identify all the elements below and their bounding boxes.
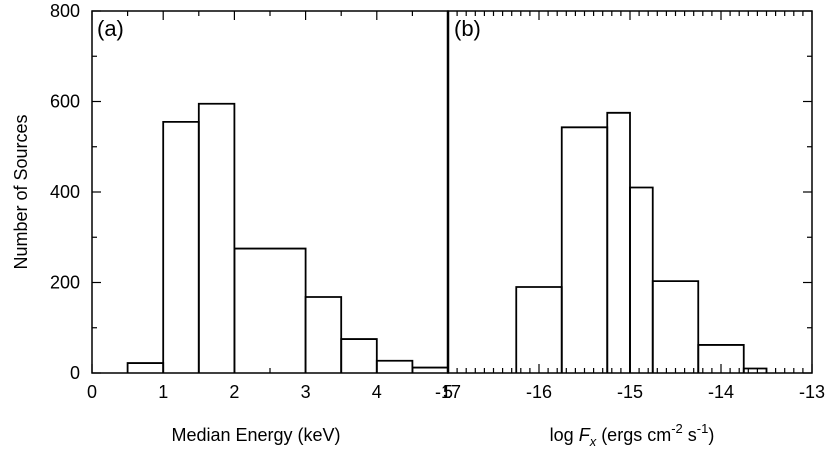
panel-a-bars xyxy=(126,102,449,373)
histogram-bar-b xyxy=(560,126,609,373)
x-tick-label-b: -17 xyxy=(435,382,461,402)
x-tick-label-a: 0 xyxy=(87,382,97,402)
histogram-bar-b xyxy=(606,111,631,373)
histogram-bar-b xyxy=(629,186,654,373)
x-tick-label-b: -14 xyxy=(708,382,734,402)
histogram-bar-a xyxy=(304,296,343,373)
x-tick-label-a: 3 xyxy=(301,382,311,402)
x-axis-b-units-b: s xyxy=(683,425,697,445)
histogram-bar-a xyxy=(162,120,200,373)
y-tick-label: 600 xyxy=(50,92,80,112)
histogram-bar-a xyxy=(340,338,378,373)
x-tick-label-a: 1 xyxy=(158,382,168,402)
histogram-bar-a xyxy=(126,362,165,373)
x-tick-label-b: -15 xyxy=(617,382,643,402)
panel-b-label: (b) xyxy=(454,16,481,41)
histogram-bar-a xyxy=(197,102,236,373)
x-axis-title-a: Median Energy (keV) xyxy=(171,425,340,445)
x-axis-b-units-a: (ergs cm xyxy=(596,425,671,445)
panel-b-tick-labels: -17 -16 -15 -14 -13 xyxy=(435,382,825,402)
y-tick-label: 400 xyxy=(50,182,80,202)
panel-b-ticks xyxy=(447,10,813,374)
histogram-bar-b xyxy=(697,344,745,373)
x-tick-label-b: -13 xyxy=(799,382,825,402)
x-tick-label-a: 4 xyxy=(372,382,382,402)
histogram-bar-a xyxy=(411,366,449,373)
panel-a-label: (a) xyxy=(97,16,124,41)
y-tick-label: 0 xyxy=(70,363,80,383)
histogram-bar-b xyxy=(651,280,700,373)
x-axis-title-b: log Fx (ergs cm-2 s-1) xyxy=(550,421,715,449)
histogram-bar-b xyxy=(742,367,768,373)
histogram-bar-a xyxy=(233,247,307,373)
x-tick-label-a: 2 xyxy=(229,382,239,402)
x-axis-b-sup2: -1 xyxy=(697,421,709,436)
x-axis-b-prefix: log xyxy=(550,425,579,445)
x-axis-b-sup1: -2 xyxy=(671,421,683,436)
panel-b-bars xyxy=(515,111,768,373)
x-axis-b-sub: x xyxy=(589,434,597,449)
y-tick-label: 800 xyxy=(50,1,80,21)
panel-a-ticks xyxy=(91,10,449,374)
histogram-bar-a xyxy=(375,359,414,373)
panel-a-frame xyxy=(91,10,449,374)
x-axis-b-var: F xyxy=(579,425,591,445)
y-tick-label: 200 xyxy=(50,273,80,293)
panel-a-tick-labels: 0 1 2 3 4 5 0 200 400 600 800 xyxy=(50,1,453,402)
histogram-bar-b xyxy=(515,286,563,373)
x-tick-label-b: -16 xyxy=(526,382,552,402)
x-axis-b-units-c: ) xyxy=(708,425,714,445)
y-axis-title: Number of Sources xyxy=(11,114,31,269)
x-tick-label-a: 5 xyxy=(443,382,453,402)
